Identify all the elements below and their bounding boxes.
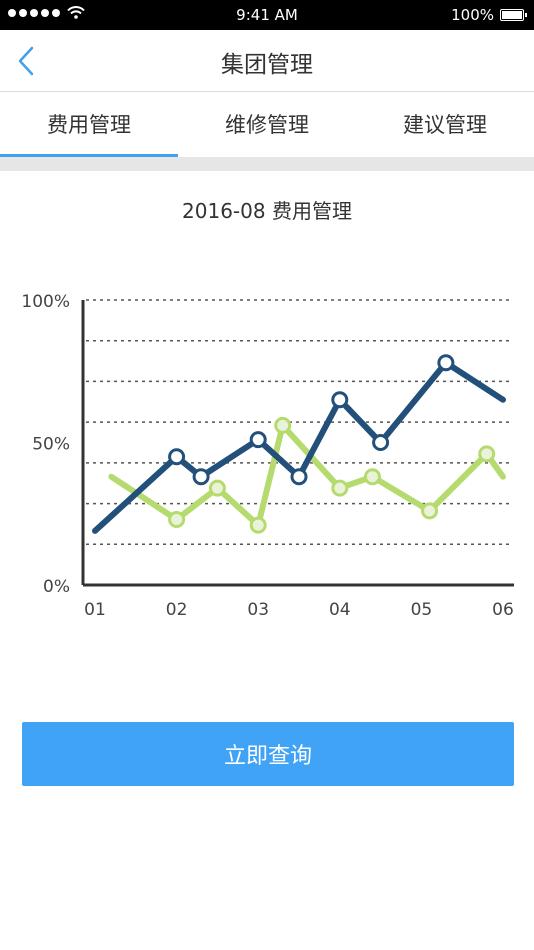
wifi-icon (67, 6, 85, 19)
data-point (437, 354, 455, 372)
data-point (249, 516, 267, 534)
query-button[interactable]: 立即查询 (22, 722, 514, 786)
y-tick-label: 50% (32, 435, 70, 455)
data-point (331, 479, 349, 497)
x-tick-label: 05 (411, 600, 433, 620)
data-point (372, 434, 390, 451)
data-point (290, 468, 308, 486)
page-title: 集团管理 (221, 52, 313, 78)
data-point (168, 510, 186, 528)
line-chart: 0% 50% 100% 01 02 03 04 05 06 (21, 292, 514, 620)
battery-percent: 100% (451, 6, 494, 24)
navigation-bar: 集团管理 (0, 30, 534, 92)
x-tick-label: 03 (247, 600, 269, 620)
tab-bar: 费用管理 维修管理 建议管理 (0, 93, 534, 157)
data-point (421, 502, 439, 520)
section-divider (0, 157, 534, 171)
data-point (274, 416, 292, 434)
y-tick-label: 100% (21, 292, 70, 312)
data-point (208, 479, 226, 497)
data-point (168, 448, 186, 466)
x-tick-label: 01 (84, 600, 106, 620)
signal-strength-icon (8, 6, 85, 19)
y-tick-label: 0% (43, 577, 70, 597)
chevron-left-icon (18, 46, 34, 76)
back-button[interactable] (14, 44, 42, 78)
data-point (249, 431, 267, 449)
x-tick-label: 06 (492, 600, 514, 620)
data-point (331, 391, 349, 409)
chart-title: 2016-08 费用管理 (182, 199, 352, 223)
tab-suggestion-management[interactable]: 建议管理 (403, 113, 487, 137)
tab-repair-management[interactable]: 维修管理 (225, 113, 309, 137)
tab-expense-management[interactable]: 费用管理 (0, 93, 178, 157)
battery-icon (500, 9, 527, 21)
data-point (192, 468, 210, 486)
data-point (363, 468, 381, 486)
x-tick-label: 02 (166, 600, 188, 620)
data-point (478, 445, 496, 463)
status-bar: 9:41 AM 100% (0, 0, 534, 30)
status-time: 9:41 AM (236, 6, 298, 24)
x-tick-label: 04 (329, 600, 351, 620)
